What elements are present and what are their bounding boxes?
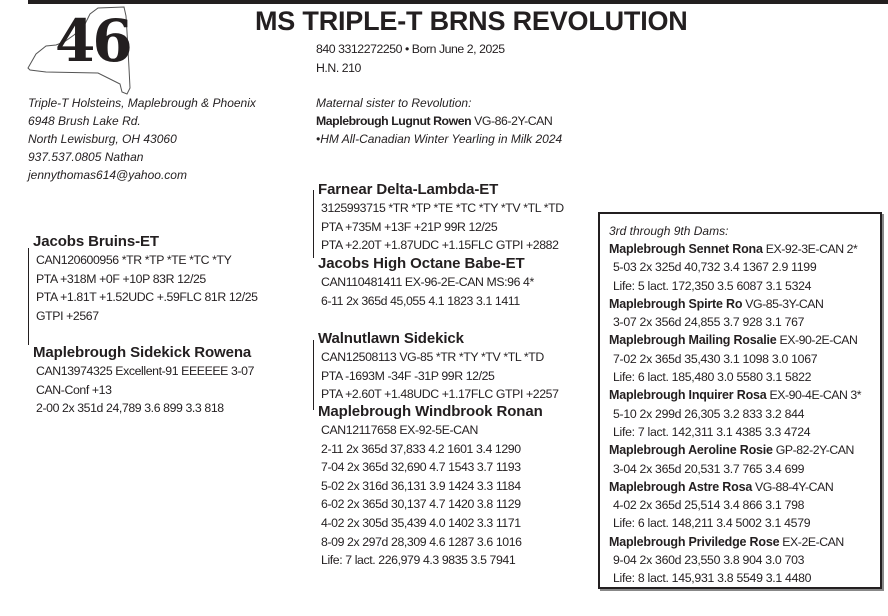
- dams-box: 3rd through 9th Dams: Maplebrough Sennet…: [598, 212, 882, 589]
- dam-record: Life: 7 lact. 142,311 3.1 4385 3.3 4724: [613, 424, 811, 439]
- dam-classification: GP-82-2Y-CAN: [772, 443, 855, 458]
- consignor-phone: 937.537.0805 Nathan: [28, 150, 144, 164]
- animal-name: Maplebrough Sidekick Rowena: [33, 344, 252, 361]
- dam-record: Life: 8 lact. 145,931 3.8 5549 3.1 4480: [613, 571, 812, 586]
- maternal-sister-award: •HM All-Canadian Winter Yearling in Milk…: [316, 132, 563, 146]
- consignor-city: North Lewisburg, OH 43060: [28, 132, 177, 146]
- animal-detail-line: CAN12508113 VG-85 *TR *TY *TV *TL *TD: [321, 350, 544, 364]
- animal-detail-line: PTA +735M +13F +21P 99R 12/25: [321, 219, 498, 234]
- pedigree-sire-sire: Farnear Delta-Lambda-ET 3125993715 *TR *T…: [318, 181, 564, 255]
- animal-detail-line: GTPI +2567: [36, 308, 99, 323]
- dam-entry: Maplebrough Inquirer Rosa EX-90-4E-CAN 3…: [609, 386, 880, 404]
- animal-detail-line: 5-02 2x 316d 36,131 3.9 1424 3.3 1184: [321, 478, 521, 493]
- dam-name: Maplebrough Sennet Rona: [609, 242, 763, 256]
- animal-detail-line: PTA +1.81T +1.52UDC +.59FLC 81R 12/25: [36, 290, 258, 305]
- registration-number: 840 3312272250 • Born June 2, 2025: [316, 42, 505, 56]
- animal-name: Farnear Delta-Lambda-ET: [318, 181, 499, 198]
- sire-sire-bracket-line: [313, 190, 314, 258]
- dam-record: Life: 6 lact. 185,480 3.0 5580 3.1 5822: [613, 370, 812, 385]
- consignor-street: 6948 Brush Lake Rd.: [28, 114, 141, 128]
- dam-entry: Maplebrough Spirte Ro VG-85-3Y-CAN: [609, 295, 880, 313]
- animal-detail-line: 4-02 2x 305d 35,439 4.0 1402 3.3 1171: [321, 515, 521, 530]
- animal-detail-line: CAN13974325 Excellent-91 EEEEEE 3-07: [36, 364, 255, 378]
- maternal-sister: Maternal sister to Revolution: Maplebrou…: [316, 94, 562, 148]
- animal-detail-line: 6-02 2x 365d 30,137 4.7 1420 3.8 1129: [321, 497, 521, 512]
- sire-bracket-line: [28, 248, 29, 345]
- dam-sire-bracket-line: [313, 340, 314, 410]
- dam-name: Maplebrough Priviledge Rose: [609, 534, 780, 549]
- dam-record: 5-03 2x 325d 40,732 3.4 1367 2.9 1199: [613, 260, 817, 275]
- animal-detail-line: CAN-Conf +13: [36, 382, 112, 397]
- new-york-state-outline-icon: [27, 6, 131, 95]
- dam-entry: Maplebrough Sennet Rona EX-92-3E-CAN 2*: [609, 240, 880, 258]
- animal-detail-line: 3125993715 *TR *TP *TE *TC *TY *TV *TL *…: [321, 201, 564, 215]
- animal-detail-line: 7-04 2x 365d 32,690 4.7 1543 3.7 1193: [321, 460, 521, 475]
- animal-detail-line: CAN120600956 *TR *TP *TE *TC *TY: [36, 253, 232, 267]
- dam-record: 3-07 2x 356d 24,855 3.7 928 3.1 767: [613, 315, 805, 330]
- registration-info: 840 3312272250 • Born June 2, 2025 H.N. …: [316, 40, 505, 78]
- animal-detail-line: Life: 7 lact. 226,979 4.3 9835 3.5 7941: [321, 553, 516, 568]
- top-rule: [28, 0, 888, 4]
- dam-entry: Maplebrough Aeroline Rosie GP-82-2Y-CAN: [609, 441, 880, 459]
- dam-name: Maplebrough Mailing Rosalie: [609, 333, 777, 348]
- maternal-sister-name: Maplebrough Lugnut Rowen: [316, 114, 472, 128]
- dams-list: Maplebrough Sennet Rona EX-92-3E-CAN 2* 5…: [600, 240, 880, 588]
- dam-name: Maplebrough Astre Rosa: [609, 479, 753, 494]
- animal-detail-line: 8-09 2x 297d 28,309 4.6 1287 3.6 1016: [321, 534, 522, 549]
- dam-name: Maplebrough Aeroline Rosie: [609, 443, 773, 458]
- consignor-name: Triple-T Holsteins, Maplebrough & Phoeni…: [28, 96, 256, 110]
- animal-detail-line: PTA -1693M -34F -31P 99R 12/25: [321, 368, 495, 383]
- maternal-sister-classification: VG-86-2Y-CAN: [471, 114, 553, 128]
- dam-classification: EX-92-3E-CAN 2*: [762, 242, 858, 256]
- pedigree-dam-sire: Walnutlawn Sidekick CAN12508113 VG-85 *TR…: [318, 330, 559, 404]
- dam-classification: VG-88-4Y-CAN: [752, 479, 834, 494]
- dam-record: Life: 5 lact. 172,350 3.5 6087 3.1 5324: [613, 278, 812, 293]
- maternal-sister-label: Maternal sister to Revolution:: [316, 96, 472, 110]
- animal-detail-line: 2-00 2x 351d 24,789 3.6 899 3.3 818: [36, 401, 224, 416]
- dam-classification: EX-2E-CAN: [779, 534, 844, 549]
- consignor-address: Triple-T Holsteins, Maplebrough & Phoeni…: [28, 94, 256, 184]
- animal-detail-line: 6-11 2x 365d 45,055 4.1 1823 3.1 1411: [321, 293, 520, 308]
- dam-record: Life: 6 lact. 148,211 3.4 5002 3.1 4579: [613, 516, 811, 531]
- pedigree-sire: Jacobs Bruins-ET CAN120600956 *TR *TP *TE…: [33, 233, 258, 325]
- dam-name: Maplebrough Spirte Ro: [609, 296, 743, 311]
- animal-name: Jacobs High Octane Babe-ET: [318, 255, 525, 272]
- dam-entry: Maplebrough Astre Rosa VG-88-4Y-CAN: [609, 478, 880, 496]
- pedigree-dam: Maplebrough Sidekick Rowena CAN13974325 E…: [33, 344, 254, 418]
- dam-entry: Maplebrough Priviledge Rose EX-2E-CAN: [609, 533, 880, 551]
- animal-detail-line: CAN12117658 EX-92-5E-CAN: [321, 423, 478, 437]
- dams-box-heading: 3rd through 9th Dams:: [609, 224, 729, 238]
- dam-classification: EX-90-2E-CAN: [776, 333, 858, 348]
- animal-detail-line: CAN110481411 EX-96-2E-CAN MS:96 4*: [321, 275, 534, 289]
- lot-number: 46: [55, 7, 133, 75]
- dam-entry: Maplebrough Mailing Rosalie EX-90-2E-CAN: [609, 331, 880, 349]
- dam-classification: VG-85-3Y-CAN: [742, 296, 824, 311]
- animal-detail-line: 2-11 2x 365d 37,833 4.2 1601 3.4 1290: [321, 441, 521, 456]
- pedigree-dam-dam: Maplebrough Windbrook Ronan CAN12117658 E…: [318, 403, 543, 570]
- animal-detail-line: PTA +2.60T +1.48UDC +1.17FLC GTPI +2257: [321, 387, 559, 402]
- dam-record: 4-02 2x 365d 25,514 3.4 866 3.1 798: [613, 498, 805, 513]
- animal-detail-line: PTA +2.20T +1.87UDC +1.15FLC GTPI +2882: [321, 238, 559, 253]
- animal-name: Walnutlawn Sidekick: [318, 330, 464, 347]
- pedigree-sire-dam: Jacobs High Octane Babe-ET CAN110481411 E…: [318, 255, 534, 310]
- animal-detail-line: PTA +318M +0F +10P 83R 12/25: [36, 271, 206, 286]
- consignor-email[interactable]: jennythomas614@yahoo.com: [28, 168, 187, 182]
- dam-record: 7-02 2x 365d 35,430 3.1 1098 3.0 1067: [613, 351, 818, 366]
- dam-record: 3-04 2x 365d 20,531 3.7 765 3.4 699: [613, 461, 805, 476]
- dam-classification: EX-90-4E-CAN 3*: [766, 388, 862, 403]
- dam-record: 5-10 2x 299d 26,305 3.2 833 3.2 844: [613, 406, 805, 421]
- dam-record: 9-04 2x 360d 23,550 3.8 904 3.0 703: [613, 553, 805, 568]
- animal-title: MS TRIPLE-T BRNS REVOLUTION: [255, 6, 688, 36]
- dam-name: Maplebrough Inquirer Rosa: [609, 388, 767, 403]
- animal-name: Jacobs Bruins-ET: [33, 233, 159, 250]
- herd-number: H.N. 210: [316, 61, 361, 75]
- animal-name: Maplebrough Windbrook Ronan: [318, 403, 543, 420]
